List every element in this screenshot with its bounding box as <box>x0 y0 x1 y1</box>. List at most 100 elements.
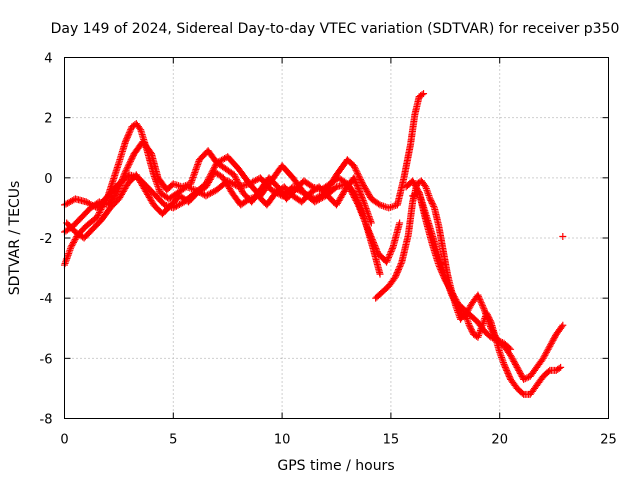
data-point-interp <box>123 133 131 141</box>
data-point-interp <box>396 261 404 269</box>
y-tick-label: -6 <box>40 352 53 367</box>
data-point-interp <box>352 178 360 186</box>
data-point-interp <box>64 199 72 207</box>
data-point-interp <box>475 294 483 302</box>
data-point-interp <box>127 157 135 165</box>
data-point-interp <box>122 166 130 174</box>
data-point-interp <box>543 347 551 355</box>
data-point <box>441 276 449 284</box>
data-point <box>487 324 495 332</box>
data-point <box>354 201 362 209</box>
data-point-interp <box>174 201 182 209</box>
data-point <box>121 168 129 176</box>
chart-title: Day 149 of 2024, Sidereal Day-to-day VTE… <box>51 21 620 37</box>
x-tick-label: 20 <box>491 433 508 448</box>
data-point-interp <box>72 234 80 242</box>
data-point-interp <box>396 263 404 271</box>
data-point-interp <box>542 350 550 358</box>
data-point-interp <box>355 172 363 180</box>
data-point-interp <box>71 236 79 244</box>
data-point-interp <box>428 198 436 206</box>
data-point-interp <box>68 197 76 205</box>
data-point-interp <box>465 320 473 328</box>
data-point-interp <box>541 351 549 359</box>
data-point-interp <box>126 159 134 167</box>
data-point-interp <box>445 282 453 290</box>
data-point <box>376 270 384 278</box>
data-point-interp <box>94 211 102 219</box>
x-tick-label: 15 <box>383 433 400 448</box>
data-point-interp <box>355 204 363 212</box>
data-point <box>67 243 75 251</box>
data-point-interp <box>349 190 357 198</box>
data-point-interp <box>124 163 132 171</box>
data-point-interp <box>236 183 244 191</box>
data-point-interp <box>352 180 360 188</box>
data-point-interp <box>409 178 417 186</box>
data-point-interp <box>515 366 523 374</box>
data-point-interp <box>411 181 419 189</box>
y-axis-label: SDTVAR / TECUs <box>7 181 23 296</box>
data-points <box>61 90 567 398</box>
data-point-interp <box>437 267 445 275</box>
data-point-interp <box>358 210 366 218</box>
data-point-interp <box>495 337 503 345</box>
data-point-interp <box>125 130 133 138</box>
data-point <box>311 198 319 206</box>
data-point-interp <box>466 323 474 331</box>
data-point-interp <box>496 350 504 358</box>
data-point-interp <box>480 305 488 313</box>
data-point-interp <box>418 91 426 99</box>
data-point-interp <box>368 236 376 244</box>
data-point-interp <box>395 264 403 272</box>
data-point-interp <box>421 181 429 189</box>
x-tick-label: 25 <box>600 433 617 448</box>
data-point-interp <box>511 359 519 367</box>
data-point-interp <box>477 297 485 305</box>
data-point-interp <box>547 339 555 347</box>
data-point-interp <box>488 326 496 334</box>
data-point-interp <box>235 180 243 188</box>
data-point-interp <box>477 299 485 307</box>
data-point <box>520 375 528 383</box>
data-point-interp <box>350 193 358 201</box>
data-point-interp <box>540 353 548 361</box>
data-point-interp <box>489 327 497 335</box>
data-point-interp <box>207 189 215 197</box>
data-point-interp <box>356 175 364 183</box>
data-point-interp <box>503 368 511 376</box>
data-point-interp <box>317 194 325 202</box>
data-point-interp <box>516 368 524 376</box>
data-point-interp <box>124 132 132 140</box>
data-point <box>507 345 515 353</box>
data-point-interp <box>359 213 367 221</box>
data-point-interp <box>501 362 509 370</box>
data-point <box>391 273 399 281</box>
data-point-interp <box>414 187 422 195</box>
data-point-interp <box>210 188 218 196</box>
data-point-interp <box>357 192 365 200</box>
data-point-interp <box>464 318 472 326</box>
data-point-interp <box>122 136 130 144</box>
data-point-interp <box>392 272 400 280</box>
data-point-interp <box>67 197 75 205</box>
data-point-interp <box>425 191 433 199</box>
data-point-interp <box>451 294 459 302</box>
data-point-interp <box>68 242 76 250</box>
data-point-interp <box>214 158 222 166</box>
data-point <box>494 336 502 344</box>
data-point-interp <box>354 171 362 179</box>
x-tick-label: 5 <box>169 433 177 448</box>
data-point-interp <box>521 375 529 383</box>
data-point-interp <box>414 186 422 194</box>
data-point-interp <box>450 293 458 301</box>
data-point-interp <box>452 296 460 304</box>
data-point-interp <box>475 293 483 301</box>
data-point-interp <box>476 328 484 336</box>
data-point-interp <box>498 353 506 361</box>
data-point-interp <box>356 205 364 213</box>
data-point-interp <box>505 344 513 352</box>
data-point <box>559 232 567 240</box>
data-point-interp <box>445 284 453 292</box>
data-point-interp <box>360 214 368 222</box>
